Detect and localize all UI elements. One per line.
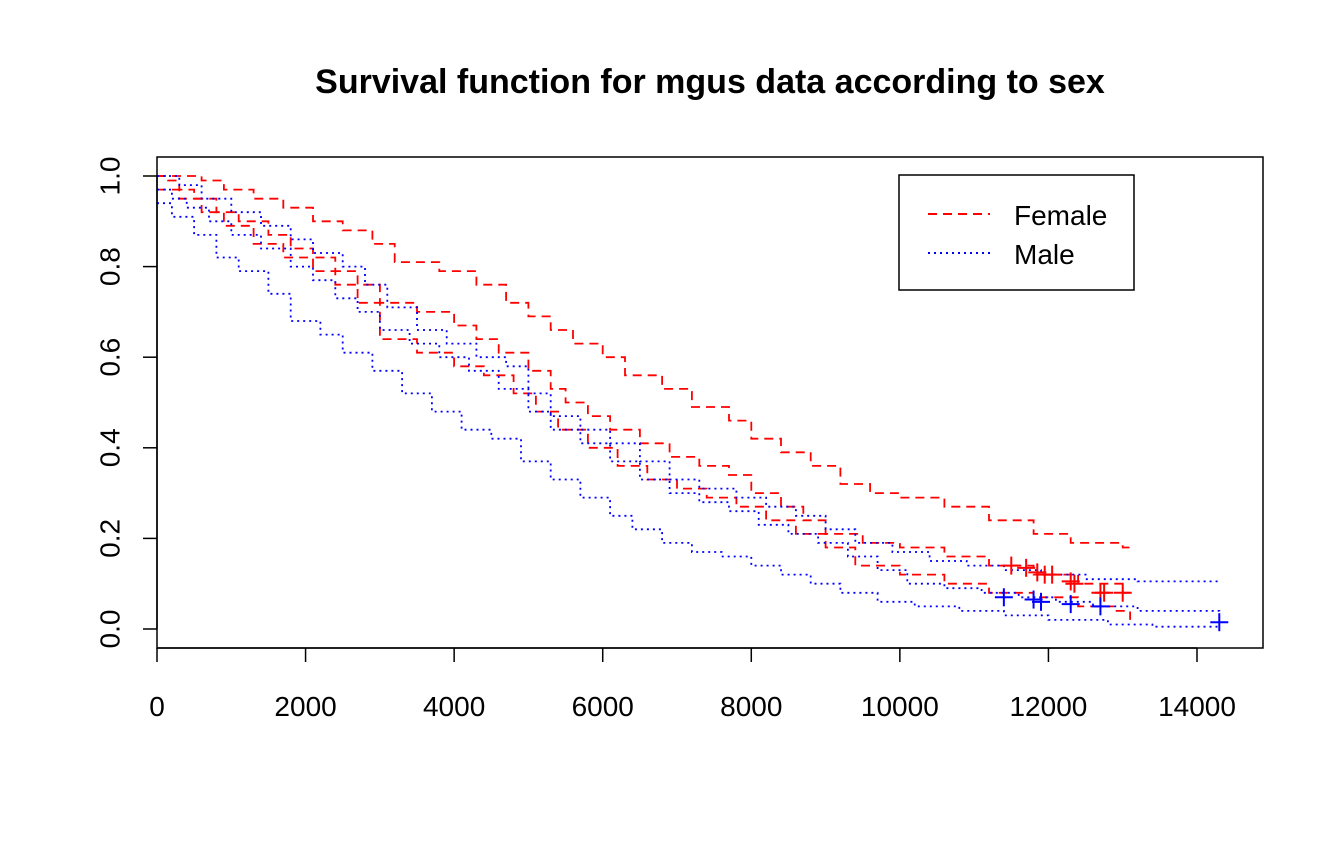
y-tick-label: 0.4 bbox=[94, 428, 125, 467]
x-tick-label: 6000 bbox=[572, 691, 634, 722]
x-tick-label: 8000 bbox=[720, 691, 782, 722]
legend-label-male: Male bbox=[1014, 239, 1075, 270]
x-tick-label: 10000 bbox=[861, 691, 939, 722]
censor-mark-female bbox=[1095, 583, 1114, 602]
censor-layer bbox=[994, 556, 1229, 632]
y-tick-label: 0.2 bbox=[94, 519, 125, 558]
series-male-upper-line bbox=[157, 175, 1220, 583]
series-male-estimate-line bbox=[157, 188, 1221, 616]
censor-mark-male bbox=[1032, 592, 1050, 611]
censor-mark-female bbox=[1043, 565, 1062, 584]
series-female-estimate-line bbox=[157, 175, 1131, 594]
censor-mark-male bbox=[1061, 595, 1080, 614]
censor-mark-female bbox=[1028, 563, 1047, 582]
series-male bbox=[157, 175, 1221, 628]
y-tick-label: 0.8 bbox=[94, 247, 125, 286]
x-tick-label: 12000 bbox=[1009, 691, 1087, 722]
censor-mark-male bbox=[1024, 590, 1043, 609]
y-tick-label: 1.0 bbox=[94, 157, 125, 196]
x-axis: 0 2000 4000 6000 8000 10000 12000 14000 bbox=[149, 647, 1236, 722]
series-female-lower-line bbox=[157, 188, 1131, 620]
censor-mark-male bbox=[994, 588, 1013, 607]
y-axis: 0.0 0.2 0.4 0.6 0.8 1.0 bbox=[94, 157, 158, 649]
series-layer bbox=[157, 175, 1221, 628]
series-male-lower-line bbox=[157, 202, 1220, 628]
censor-mark-female bbox=[1113, 583, 1132, 602]
chart-title: Survival function for mgus data accordin… bbox=[315, 63, 1105, 101]
legend-label-female: Female bbox=[1014, 200, 1107, 231]
y-tick-label: 0.6 bbox=[94, 338, 125, 377]
censor-mark-male bbox=[1091, 597, 1110, 616]
censor-mark-female bbox=[1017, 558, 1036, 577]
x-tick-label: 2000 bbox=[274, 691, 336, 722]
censor-mark-female bbox=[1065, 574, 1084, 593]
censor-mark-male bbox=[1210, 613, 1229, 632]
censor-mark-female bbox=[1002, 556, 1021, 575]
x-tick-label: 4000 bbox=[423, 691, 485, 722]
y-tick-label: 0.0 bbox=[94, 610, 125, 649]
legend-box bbox=[898, 174, 1135, 291]
legend: Female Male bbox=[898, 174, 1135, 291]
x-tick-label: 0 bbox=[149, 691, 165, 722]
x-tick-label: 14000 bbox=[1158, 691, 1236, 722]
censor-mark-female bbox=[1061, 572, 1080, 591]
series-female bbox=[157, 175, 1131, 620]
